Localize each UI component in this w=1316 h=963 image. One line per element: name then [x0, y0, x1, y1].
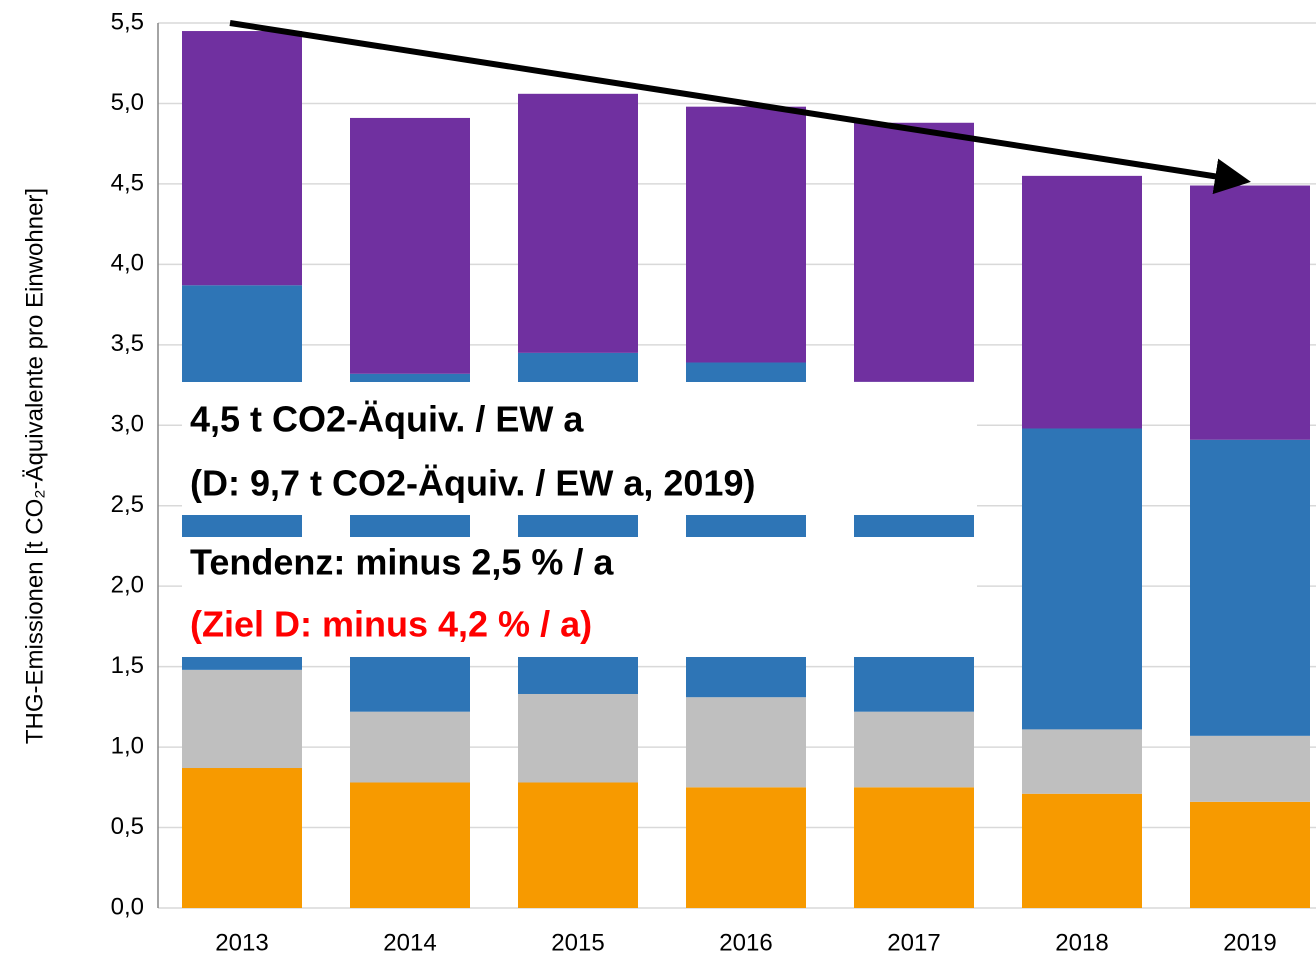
x-tick-label: 2016 [719, 929, 772, 956]
y-tick-label: 3,0 [111, 411, 144, 438]
y-tick-label: 1,0 [111, 732, 144, 759]
annotation-box [182, 537, 977, 657]
y-tick-label: 0,0 [111, 893, 144, 920]
bar-segment [182, 768, 302, 908]
annotation: (D: 9,7 t CO2-Äquiv. / EW a, 2019) [190, 463, 755, 504]
bar-segment [182, 669, 302, 769]
bar-segment [686, 787, 806, 908]
x-tick-label: 2017 [887, 929, 940, 956]
bar-segment [350, 782, 470, 908]
annotation: Tendenz: minus 2,5 % / a [190, 542, 614, 583]
x-tick-label: 2014 [383, 929, 436, 956]
y-tick-label: 4,5 [111, 169, 144, 196]
bar-segment [854, 122, 974, 382]
y-tick-label: 1,5 [111, 652, 144, 679]
bar-segment [1022, 175, 1142, 429]
bar-segment [182, 31, 302, 286]
y-tick-label: 5,5 [111, 8, 144, 35]
bar-segment [1022, 428, 1142, 730]
bar-segment [686, 106, 806, 363]
y-tick-label: 5,0 [111, 89, 144, 116]
bar-segment [1022, 793, 1142, 908]
annotation-box [182, 382, 977, 515]
bar-segment [350, 117, 470, 374]
bar-segment [1022, 729, 1142, 794]
bar-segment [1190, 801, 1310, 908]
y-tick-label: 4,0 [111, 250, 144, 277]
y-tick-label: 0,5 [111, 813, 144, 840]
bar-segment [518, 93, 638, 353]
bar-segment [350, 711, 470, 783]
x-tick-label: 2018 [1055, 929, 1108, 956]
bar-segment [686, 697, 806, 788]
bar-segment [1190, 735, 1310, 802]
annotation: (Ziel D: minus 4,2 % / a) [190, 604, 592, 645]
bar-segment [518, 693, 638, 783]
y-tick-label: 2,0 [111, 572, 144, 599]
x-tick-label: 2019 [1223, 929, 1276, 956]
y-axis-label: THG-Emissionen [t CO₂-Äquivalente pro Ei… [21, 188, 48, 744]
bars [182, 31, 1310, 908]
y-tick-label: 2,5 [111, 491, 144, 518]
x-tick-label: 2013 [215, 929, 268, 956]
bar-segment [854, 787, 974, 908]
bar-segment [1190, 185, 1310, 440]
trend-arrow [229, 20, 1251, 195]
bar-segment [1190, 439, 1310, 736]
bar-segment [854, 711, 974, 788]
y-tick-label: 3,5 [111, 330, 144, 357]
bar-segment [518, 782, 638, 908]
x-tick-label: 2015 [551, 929, 604, 956]
annotation: 4,5 t CO2-Äquiv. / EW a [190, 399, 584, 440]
